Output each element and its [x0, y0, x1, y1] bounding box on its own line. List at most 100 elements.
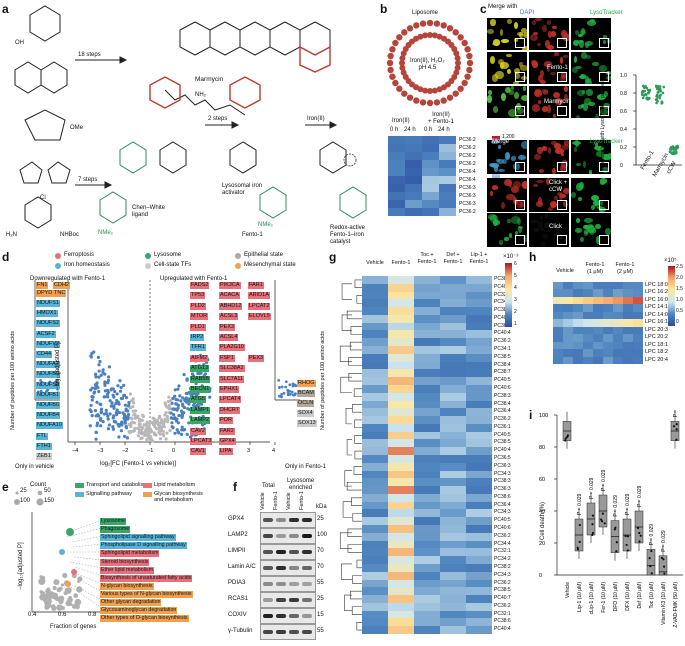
microscopy-puncta [550, 140, 558, 145]
volcano-dot [109, 404, 113, 408]
microscopy-puncta [601, 166, 610, 174]
microscopy-puncta [576, 115, 580, 118]
microscopy-puncta [560, 152, 565, 157]
microscopy-image [487, 178, 527, 212]
heatmap-cell [422, 200, 439, 208]
heatmap-cell [623, 334, 633, 342]
microscopy-puncta [559, 193, 566, 198]
volcano-dot [184, 400, 189, 404]
heatmap-cell [466, 400, 492, 409]
microscopy-puncta [599, 64, 607, 72]
c-ytick-label: 0.8 [620, 91, 627, 97]
legend-swatch [55, 263, 61, 269]
volcano-dot [157, 414, 162, 418]
gene-chip: ACSL3 [219, 313, 239, 321]
liposome-title: Liposome [412, 10, 439, 16]
c-dot [644, 92, 647, 96]
gene-chip: PEX3 [219, 323, 236, 331]
microscopy-puncta [520, 65, 527, 71]
microscopy-puncta [541, 24, 547, 32]
volcano-dot [97, 363, 101, 367]
heatmap-cell [414, 314, 440, 323]
f-group-lysosome: Lysosome enriched [287, 478, 315, 491]
c-dot [673, 152, 676, 156]
e-terms: Lysosome Phagosome Sphingolipid signalling… [100, 518, 230, 628]
volcano-dot [176, 430, 180, 434]
microscopy-puncta [572, 66, 578, 73]
heatmap-cell [466, 602, 492, 611]
h-row-label: LPC 14:1 [645, 304, 668, 311]
heatmap-cell [593, 326, 603, 335]
g-row-label: PC40:5 [494, 517, 511, 524]
lipid-head [452, 90, 459, 97]
heatmap-g-row-labels: PC38:5 PC40:7 PC32:2 PC34:2 PC38:6 PC40:6 PC36… [494, 276, 522, 634]
microscopy-puncta [507, 218, 511, 223]
heatmap-cell [405, 144, 422, 152]
volcano-dot-fento-only [291, 384, 295, 388]
microscopy-puncta [561, 143, 569, 150]
heatmap-cell [362, 423, 388, 432]
heatmap-cell [553, 326, 563, 335]
gene-chip: CAV1 [190, 448, 206, 456]
e-dot [71, 603, 78, 609]
volcano-dot [118, 389, 123, 393]
volcano-dot [95, 424, 99, 428]
microscopy-puncta [487, 89, 493, 96]
heatmap-cell [466, 579, 492, 588]
lipid-head [389, 73, 396, 80]
volcano-dot-fento-only [292, 393, 296, 397]
heatmap-cell [388, 330, 414, 339]
c-dot [660, 100, 664, 103]
ome-label: OMe [70, 125, 84, 131]
lipid-head [433, 20, 441, 27]
volcano-dot [117, 435, 121, 439]
gene-chip: ELOVL5 [248, 313, 271, 321]
f-col-label: Fento-1 [299, 491, 305, 510]
volcano-dot [139, 428, 143, 433]
heatmap-cell [613, 289, 623, 298]
volcano-dot [110, 401, 114, 405]
dendro-branch [341, 314, 352, 331]
microscopy-puncta [517, 108, 525, 115]
g-row-label: PC34:2 [494, 299, 511, 306]
volcano-dot [88, 424, 92, 428]
gene-chip: LAMP1 [190, 406, 211, 414]
i-point [564, 439, 567, 442]
heatmap-g-colorbar [505, 263, 512, 327]
volcano-dot [131, 405, 135, 409]
volcano-dot-fento-only [286, 393, 290, 397]
microscopy-image [571, 178, 611, 212]
heatmap-cell [414, 556, 440, 565]
heatmap-cell [440, 423, 466, 432]
heatmap-cell [414, 338, 440, 347]
microscopy-puncta [604, 228, 611, 236]
e-xtick-1: 0.6 [58, 612, 67, 618]
volcano-dot [174, 397, 178, 402]
heatmap-cell [362, 361, 388, 370]
heatmap-cell [388, 291, 414, 300]
volcano-dot [117, 410, 122, 415]
e-legend-label: Lipid metabolism [154, 482, 196, 488]
heatmap-cell [388, 346, 414, 355]
microscopy-puncta [576, 217, 580, 223]
i-pvalue: P = 0.029 [589, 477, 595, 499]
heatmap-g-scale: 6 5 4 3 2 1 [514, 261, 528, 329]
c-click: Click [549, 224, 562, 230]
volcano-dot [99, 407, 104, 411]
lipid-head [399, 60, 405, 66]
e-connector [75, 566, 103, 577]
microscopy-puncta [592, 227, 597, 234]
heatmap-cell [593, 356, 603, 365]
heatmap-cell [623, 356, 633, 365]
f-band [302, 534, 312, 538]
heatmap-b-row-label: PC36:2 [459, 145, 476, 151]
lipid-head [401, 29, 408, 36]
heatmap-cell [466, 384, 492, 394]
gene-chip: PIK3CA [219, 282, 241, 289]
h-row-label: LPC 18:1 [645, 341, 668, 348]
heatmap-cell [440, 276, 466, 285]
ligand-label: Chen–White ligand [132, 205, 166, 218]
volcano-dot [157, 430, 161, 434]
gene-chip: NDUFB4 [36, 412, 61, 420]
heatmap-cell [439, 200, 456, 208]
